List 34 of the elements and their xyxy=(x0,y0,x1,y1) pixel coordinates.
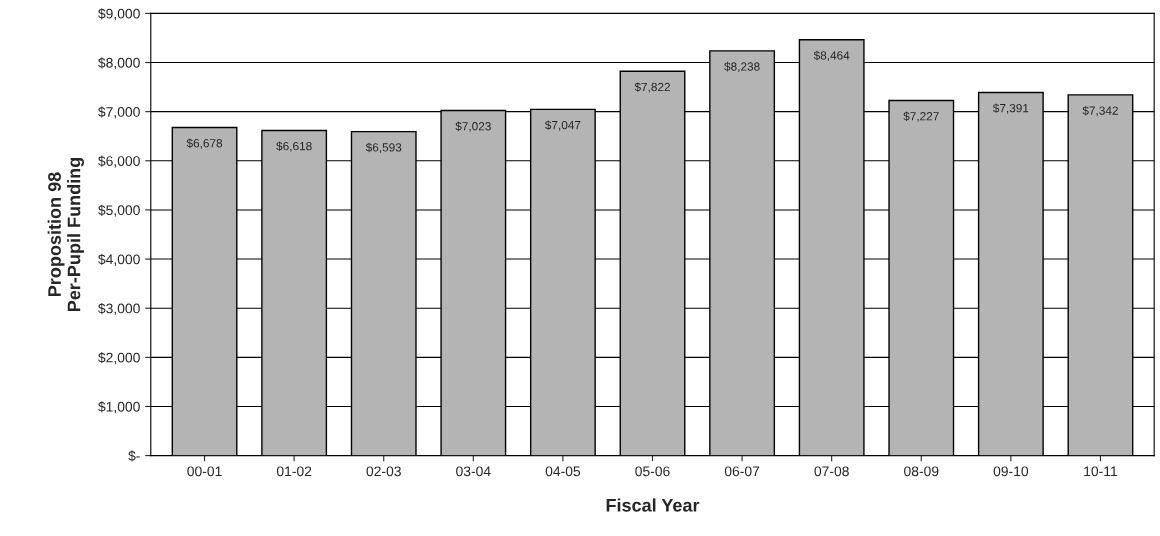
data-label: $8,238 xyxy=(724,61,760,73)
data-label: $7,023 xyxy=(455,121,491,132)
y-tick-label: $5,000 xyxy=(98,204,140,217)
x-axis-title: Fiscal Year xyxy=(606,498,700,512)
x-tick-label: 00-01 xyxy=(187,466,222,477)
data-label: $7,822 xyxy=(634,82,670,93)
y-tick-label: $- xyxy=(128,450,140,462)
x-tick-label: 03-04 xyxy=(456,466,491,477)
y-tick-label: $4,000 xyxy=(98,253,140,266)
x-tick-label: 02-03 xyxy=(366,466,401,477)
data-label: $7,342 xyxy=(1082,105,1118,117)
data-label: $7,047 xyxy=(544,120,581,131)
x-tick-label: 09-10 xyxy=(993,466,1029,477)
x-tick-label: 07-08 xyxy=(814,466,849,477)
y-tick-label: $8,000 xyxy=(98,57,140,70)
data-label: $6,678 xyxy=(186,138,223,149)
y-tick-label: $6,000 xyxy=(98,155,140,168)
y-tick-label: $2,000 xyxy=(98,352,140,365)
x-tick-label: 08-09 xyxy=(904,466,939,477)
x-tick-label: 04-05 xyxy=(545,466,581,477)
data-label: $8,464 xyxy=(813,50,850,62)
data-label: $6,593 xyxy=(365,142,402,153)
x-tick-label: 01-02 xyxy=(276,466,312,477)
data-label: $7,391 xyxy=(992,103,1029,114)
y-tick-label: $9,000 xyxy=(98,8,140,21)
data-label: $6,618 xyxy=(276,141,312,152)
x-tick-label: 05-06 xyxy=(635,466,670,477)
y-axis-title: Proposition 98 Per-Pupil Funding xyxy=(47,157,85,312)
y-tick-label: $1,000 xyxy=(98,401,140,414)
x-tick-label: 10-11 xyxy=(1084,466,1118,477)
y-tick-label: $3,000 xyxy=(98,302,140,316)
data-label: $7,227 xyxy=(903,111,939,122)
x-tick-label: 06-07 xyxy=(724,466,760,477)
y-tick-label: $7,000 xyxy=(98,106,140,119)
